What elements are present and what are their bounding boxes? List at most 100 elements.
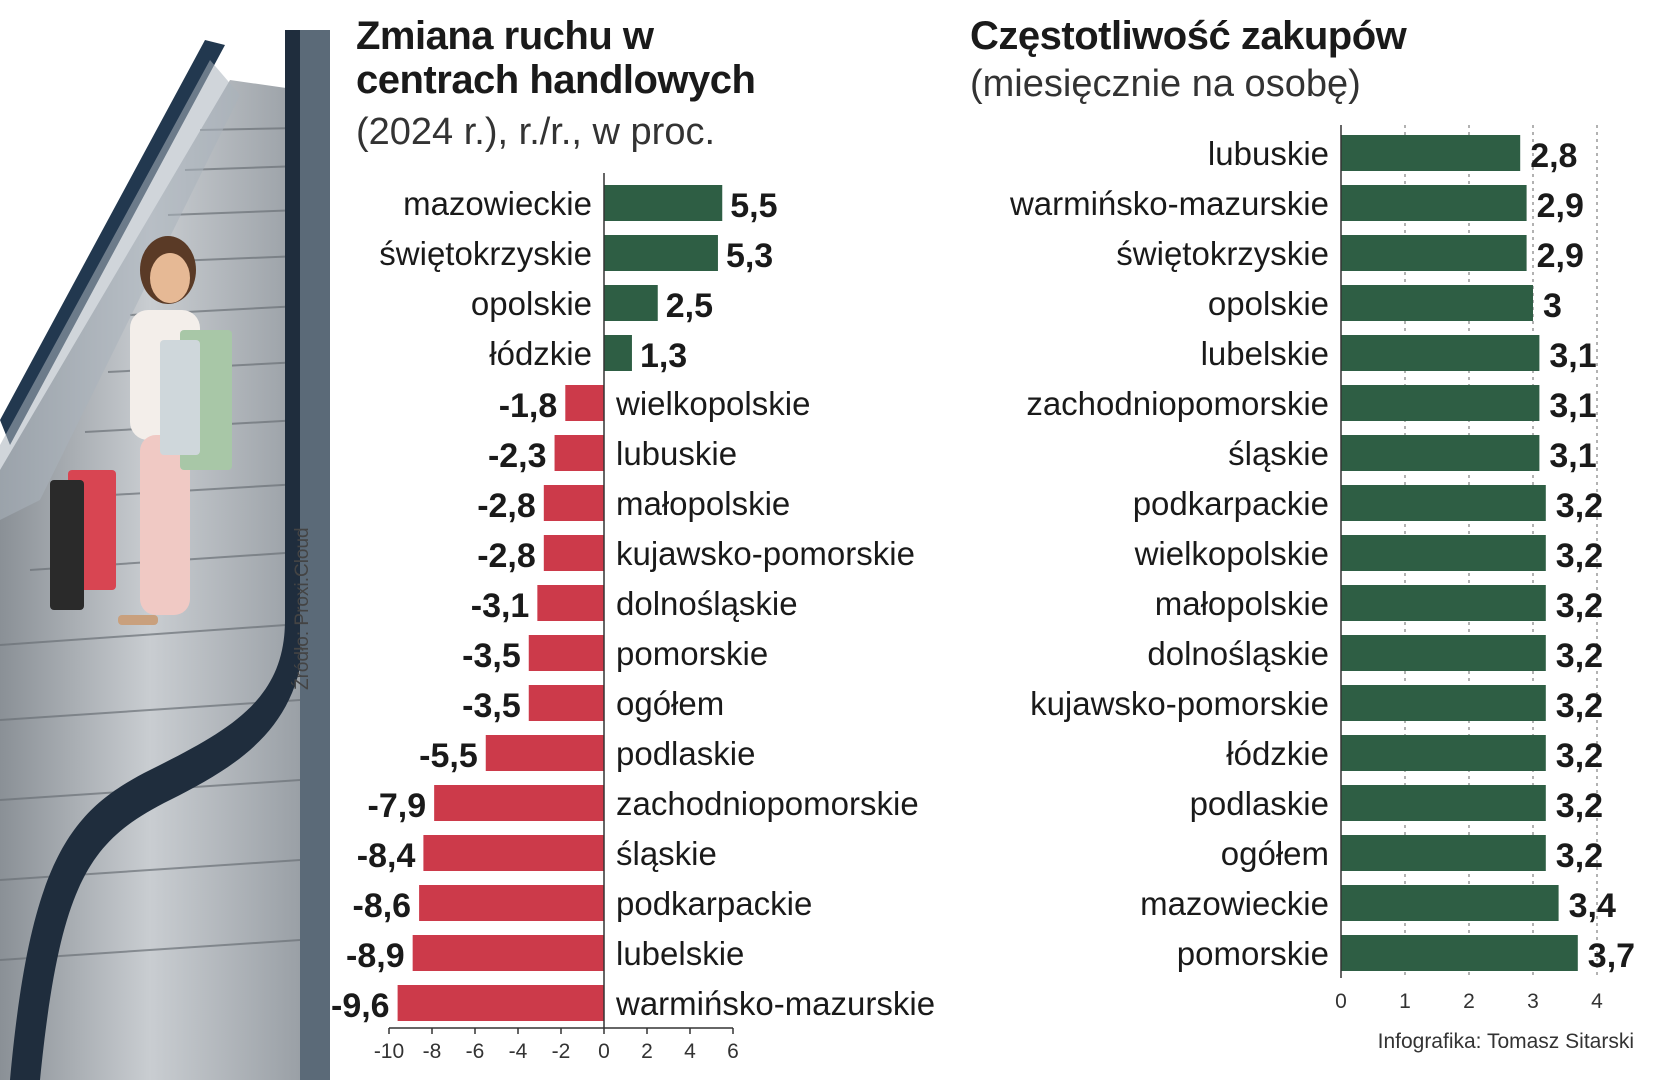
category-label: dolnośląskie xyxy=(616,585,798,622)
shopper-figure xyxy=(50,236,232,625)
bar xyxy=(1341,235,1527,271)
category-label: kujawsko-pomorskie xyxy=(616,535,915,572)
category-label: łódzkie xyxy=(489,335,592,372)
value-label: 3,2 xyxy=(1556,837,1603,875)
bar xyxy=(1341,285,1533,321)
value-label: 3,2 xyxy=(1556,587,1603,625)
value-label: 5,3 xyxy=(726,237,773,275)
category-label: wielkopolskie xyxy=(615,385,810,422)
bar xyxy=(1341,735,1546,771)
category-label: mazowieckie xyxy=(1140,885,1329,922)
value-label: 3,2 xyxy=(1556,487,1603,525)
category-label: śląskie xyxy=(616,835,717,872)
value-label: -5,5 xyxy=(419,737,478,775)
bar xyxy=(1341,135,1521,171)
value-label: 2,9 xyxy=(1537,187,1584,225)
left-chart-title: Zmiana ruchu w centrach handlowych xyxy=(356,14,756,102)
value-label: 3,2 xyxy=(1556,537,1603,575)
category-label: małopolskie xyxy=(616,485,790,522)
x-tick-label: -4 xyxy=(509,1040,528,1063)
category-label: opolskie xyxy=(1208,285,1329,322)
value-label: 3,4 xyxy=(1569,887,1616,925)
bar xyxy=(604,235,718,271)
x-tick-label: 4 xyxy=(684,1040,696,1063)
x-tick-label: 0 xyxy=(1335,990,1347,1013)
category-label: zachodniopomorskie xyxy=(1026,385,1329,422)
value-label: 2,8 xyxy=(1530,137,1577,175)
category-label: wielkopolskie xyxy=(1134,535,1329,572)
category-label: śląskie xyxy=(1228,435,1329,472)
category-label: opolskie xyxy=(471,285,592,322)
category-label: lubelskie xyxy=(616,935,744,972)
bar xyxy=(604,285,658,321)
bar xyxy=(397,985,604,1021)
category-label: ogółem xyxy=(616,685,724,722)
x-tick-label: -6 xyxy=(466,1040,485,1063)
bar xyxy=(1341,335,1540,371)
bar xyxy=(485,735,604,771)
x-tick-label: -2 xyxy=(552,1040,571,1063)
category-label: podkarpackie xyxy=(1133,485,1329,522)
x-tick-label: 6 xyxy=(727,1040,739,1063)
bar xyxy=(528,635,604,671)
value-label: -3,5 xyxy=(462,637,521,675)
category-label: lubuskie xyxy=(616,435,737,472)
value-label: -7,9 xyxy=(368,787,427,825)
escalator-side xyxy=(300,30,330,1080)
value-label: 3,2 xyxy=(1556,637,1603,675)
value-label: -2,8 xyxy=(477,487,536,525)
bar xyxy=(1341,585,1546,621)
x-tick-label: 4 xyxy=(1591,990,1603,1013)
category-label: świętokrzyskie xyxy=(379,235,592,272)
category-label: podlaskie xyxy=(616,735,755,772)
category-label: pomorskie xyxy=(616,635,768,672)
glass-panel-left xyxy=(0,60,240,520)
bar xyxy=(434,785,604,821)
handrail-right xyxy=(10,30,305,1080)
x-tick-label: -10 xyxy=(374,1040,404,1063)
value-label: -2,3 xyxy=(488,437,547,475)
x-tick-label: 3 xyxy=(1527,990,1539,1013)
x-tick-label: 0 xyxy=(598,1040,610,1063)
category-label: zachodniopomorskie xyxy=(616,785,919,822)
value-label: 3,2 xyxy=(1556,687,1603,725)
value-label: -8,4 xyxy=(357,837,416,875)
value-label: -3,1 xyxy=(471,587,530,625)
category-label: łódzkie xyxy=(1226,735,1329,772)
x-tick-label: -8 xyxy=(423,1040,442,1063)
value-label: -3,5 xyxy=(462,687,521,725)
value-label: 3 xyxy=(1543,287,1562,325)
value-label: -8,6 xyxy=(353,887,412,925)
category-label: lubuskie xyxy=(1208,135,1329,172)
bar xyxy=(1341,885,1559,921)
value-label: 5,5 xyxy=(730,187,777,225)
value-label: 3,1 xyxy=(1549,437,1596,475)
bar xyxy=(543,485,604,521)
value-label: -8,9 xyxy=(346,937,405,975)
bar xyxy=(554,435,604,471)
value-label: 3,2 xyxy=(1556,737,1603,775)
bar xyxy=(1341,935,1578,971)
category-label: ogółem xyxy=(1221,835,1329,872)
category-label: lubelskie xyxy=(1201,335,1329,372)
value-label: -9,6 xyxy=(331,987,390,1025)
x-tick-label: 2 xyxy=(641,1040,653,1063)
x-tick-label: 2 xyxy=(1463,990,1475,1013)
bar xyxy=(1341,185,1527,221)
infographic-credit: Infografika: Tomasz Sitarski xyxy=(1377,1030,1634,1053)
category-label: kujawsko-pomorskie xyxy=(1030,685,1329,722)
category-label: warmińsko-mazurskie xyxy=(1009,185,1329,222)
bar xyxy=(1341,635,1546,671)
bar xyxy=(423,835,604,871)
bar xyxy=(537,585,604,621)
value-label: 3,2 xyxy=(1556,787,1603,825)
bar xyxy=(1341,835,1546,871)
value-label: 1,3 xyxy=(640,337,687,375)
category-label: mazowieckie xyxy=(403,185,592,222)
value-label: 3,7 xyxy=(1588,937,1635,975)
bar xyxy=(412,935,604,971)
right-chart-title: Częstotliwość zakupów xyxy=(970,14,1407,58)
category-label: pomorskie xyxy=(1177,935,1329,972)
